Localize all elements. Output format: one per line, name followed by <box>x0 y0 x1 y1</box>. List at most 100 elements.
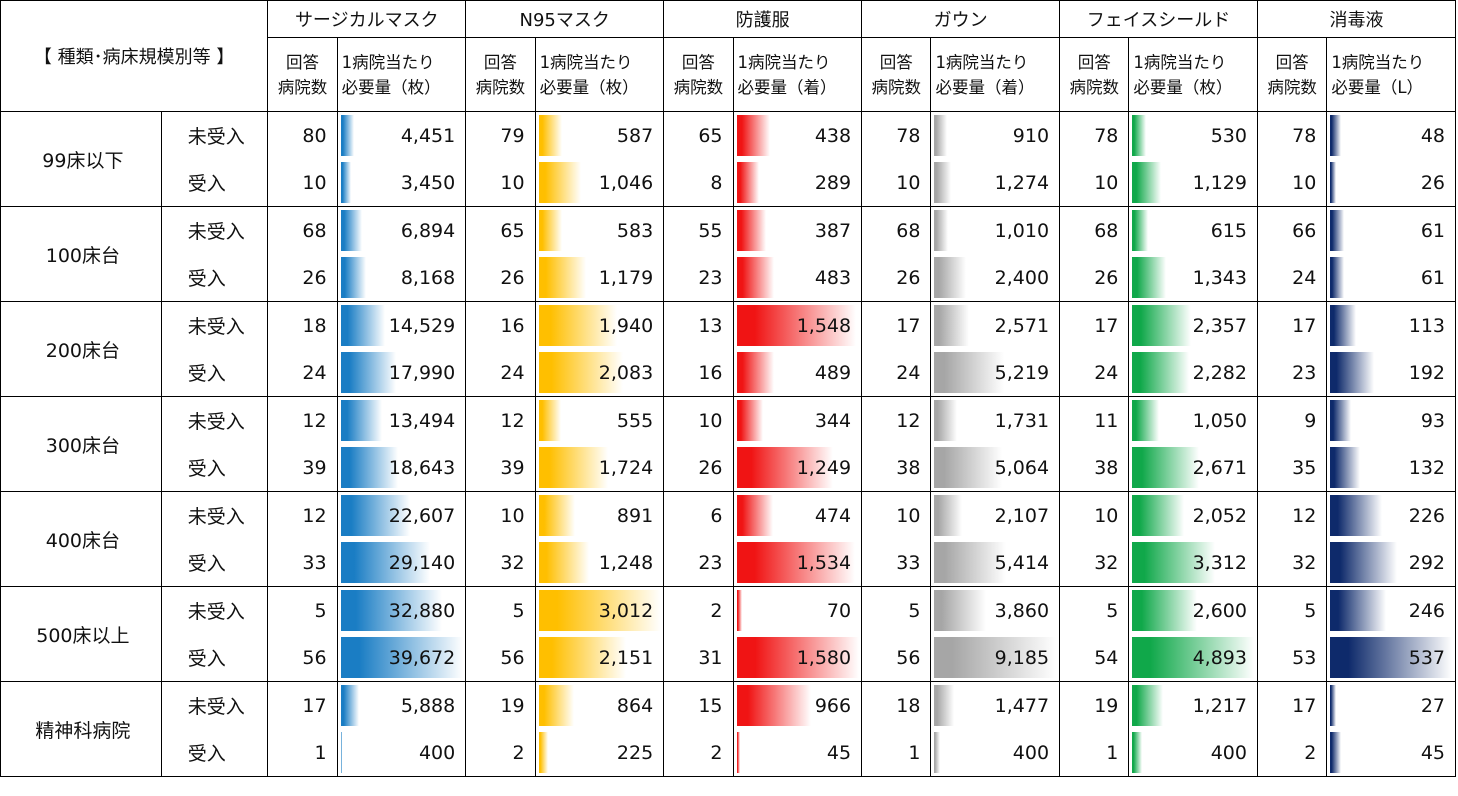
requirement-cell: 438 <box>733 111 863 159</box>
hospital-count: 56 <box>465 634 536 682</box>
data-bar <box>538 305 618 346</box>
data-bar <box>1132 305 1192 346</box>
hospital-count: 68 <box>267 206 338 254</box>
requirement-header: 1病院当たり 必要量（枚） <box>336 37 467 112</box>
requirement-cell: 9,185 <box>930 634 1061 682</box>
data-bar <box>538 257 587 298</box>
data-bar <box>340 162 352 203</box>
acceptance-status: 未受入 <box>161 111 269 159</box>
hospital-count: 26 <box>861 254 932 302</box>
data-bar <box>340 257 366 298</box>
requirement-cell: 14,529 <box>337 301 467 349</box>
data-bar <box>1132 732 1143 773</box>
hospital-count: 18 <box>267 301 338 349</box>
data-bar <box>538 495 575 536</box>
requirement-header-unit: 必要量（枚） <box>341 77 441 97</box>
count-header-line2: 病院数 <box>1267 77 1317 97</box>
requirement-cell: 2,571 <box>930 301 1061 349</box>
requirement-header: 1病院当たり 必要量（着） <box>732 37 863 112</box>
hospital-count: 23 <box>663 539 734 587</box>
hospital-count: 33 <box>861 539 932 587</box>
requirement-value: 32,880 <box>388 599 456 622</box>
hospital-count: 39 <box>267 444 338 492</box>
hospital-count: 5 <box>861 586 932 634</box>
data-bar <box>1330 210 1345 251</box>
requirement-value: 1,249 <box>796 456 852 479</box>
requirement-value: 400 <box>1012 741 1050 764</box>
data-bar <box>934 495 963 536</box>
data-bar <box>1330 305 1356 346</box>
requirement-cell: 3,012 <box>535 586 665 634</box>
data-bar <box>736 590 742 631</box>
requirement-cell: 48 <box>1326 111 1456 159</box>
requirement-value: 29,140 <box>388 551 456 574</box>
data-bar <box>1330 590 1387 631</box>
requirement-value: 8,168 <box>400 266 456 289</box>
data-bar <box>340 352 396 393</box>
requirement-cell: 1,010 <box>930 206 1061 254</box>
requirement-cell: 1,534 <box>733 539 863 587</box>
data-bar <box>1132 400 1159 441</box>
requirement-cell: 1,046 <box>535 159 665 207</box>
bed-size-label: 100床台 <box>0 206 162 302</box>
requirement-value: 22,607 <box>388 504 456 527</box>
table-row: 精神科病院 未受入 17 5,888 19 864 15 966 18 1,477 19 1,217 1… <box>0 681 1456 777</box>
data-bar <box>340 685 359 726</box>
requirement-cell: 113 <box>1326 301 1456 349</box>
requirement-value: 489 <box>814 361 852 384</box>
hospital-count: 78 <box>861 111 932 159</box>
hospital-count: 32 <box>465 539 536 587</box>
data-bar <box>538 732 548 773</box>
requirement-value: 5,064 <box>994 456 1050 479</box>
count-header-line2: 病院数 <box>673 77 724 97</box>
requirement-value: 2,600 <box>1192 599 1247 622</box>
requirement-value: 387 <box>814 219 852 242</box>
requirement-header-line1: 1病院当たり <box>1133 52 1227 72</box>
data-bar <box>340 637 463 678</box>
requirement-cell: 2,151 <box>535 634 665 682</box>
hospital-count: 26 <box>663 444 734 492</box>
data-bar <box>1330 400 1352 441</box>
bed-size-label: 200床台 <box>0 301 162 397</box>
requirement-header-line1: 1病院当たり <box>341 52 435 72</box>
requirement-header: 1病院当たり 必要量（L） <box>1326 37 1456 112</box>
data-bar <box>538 637 626 678</box>
data-bar <box>538 115 563 156</box>
requirement-cell: 3,860 <box>930 586 1061 634</box>
data-bar <box>538 590 661 631</box>
requirement-value: 226 <box>1408 504 1445 527</box>
data-bar <box>736 352 775 393</box>
hospital-count: 10 <box>465 491 536 539</box>
data-bar <box>340 590 442 631</box>
requirement-value: 2,671 <box>1192 456 1247 479</box>
requirement-cell: 4,451 <box>337 111 467 159</box>
requirement-value: 537 <box>1408 646 1445 669</box>
data-bar <box>1330 732 1341 773</box>
requirement-cell: 2,107 <box>930 491 1061 539</box>
data-bar <box>736 400 764 441</box>
hospital-count: 32 <box>1059 539 1130 587</box>
table-row: 受入 33 29,140 32 1,248 23 1,534 33 5,414 32 3,312 32… <box>1 539 1456 587</box>
hospital-count: 12 <box>861 396 932 444</box>
count-header-line1: 回答 <box>879 52 913 72</box>
data-bar <box>1132 162 1161 203</box>
acceptance-status: 未受入 <box>161 206 269 254</box>
data-bar <box>736 305 857 346</box>
requirement-cell: 2,357 <box>1128 301 1258 349</box>
data-bar <box>1132 447 1199 488</box>
item-header: 防護服 <box>663 0 863 38</box>
requirement-cell: 1,731 <box>930 396 1061 444</box>
requirement-cell: 246 <box>1326 586 1456 634</box>
requirement-value: 6,894 <box>400 219 456 242</box>
count-header-line1: 回答 <box>1077 52 1111 72</box>
requirement-value: 61 <box>1420 266 1445 289</box>
requirement-header: 1病院当たり 必要量（枚） <box>534 37 665 112</box>
data-bar <box>934 685 955 726</box>
hospital-count: 38 <box>1059 444 1130 492</box>
data-bar <box>1330 637 1453 678</box>
data-bar <box>1330 542 1397 583</box>
data-bar <box>1330 447 1361 488</box>
data-bar <box>736 162 759 203</box>
hospital-count: 68 <box>861 206 932 254</box>
count-header-line2: 病院数 <box>1069 77 1119 97</box>
